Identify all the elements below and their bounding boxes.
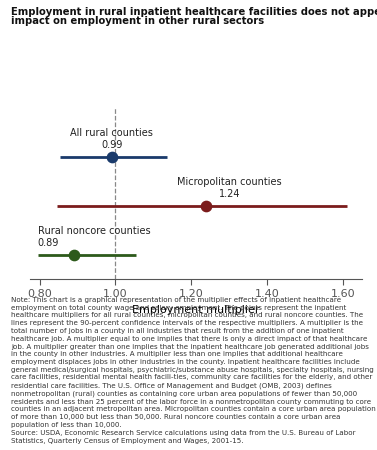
Point: [71, 251, 77, 258]
Text: Employment in rural inpatient healthcare facilities does not appear to have a la: Employment in rural inpatient healthcare…: [11, 7, 377, 17]
Text: 1.24: 1.24: [218, 189, 240, 199]
Text: Note: This chart is a graphical representation of the multiplier effects of inpa: Note: This chart is a graphical represen…: [11, 297, 376, 444]
Text: 0.99: 0.99: [101, 140, 123, 150]
Point: [204, 202, 210, 209]
Text: 0.89: 0.89: [38, 238, 59, 248]
Text: Micropolitan counties: Micropolitan counties: [177, 177, 282, 187]
Text: impact on employment in other rural sectors: impact on employment in other rural sect…: [11, 16, 264, 26]
Point: [109, 153, 115, 161]
X-axis label: Employment multiplier: Employment multiplier: [132, 305, 260, 315]
Text: All rural counties: All rural counties: [70, 128, 153, 138]
Text: Rural noncore counties: Rural noncore counties: [38, 226, 150, 236]
